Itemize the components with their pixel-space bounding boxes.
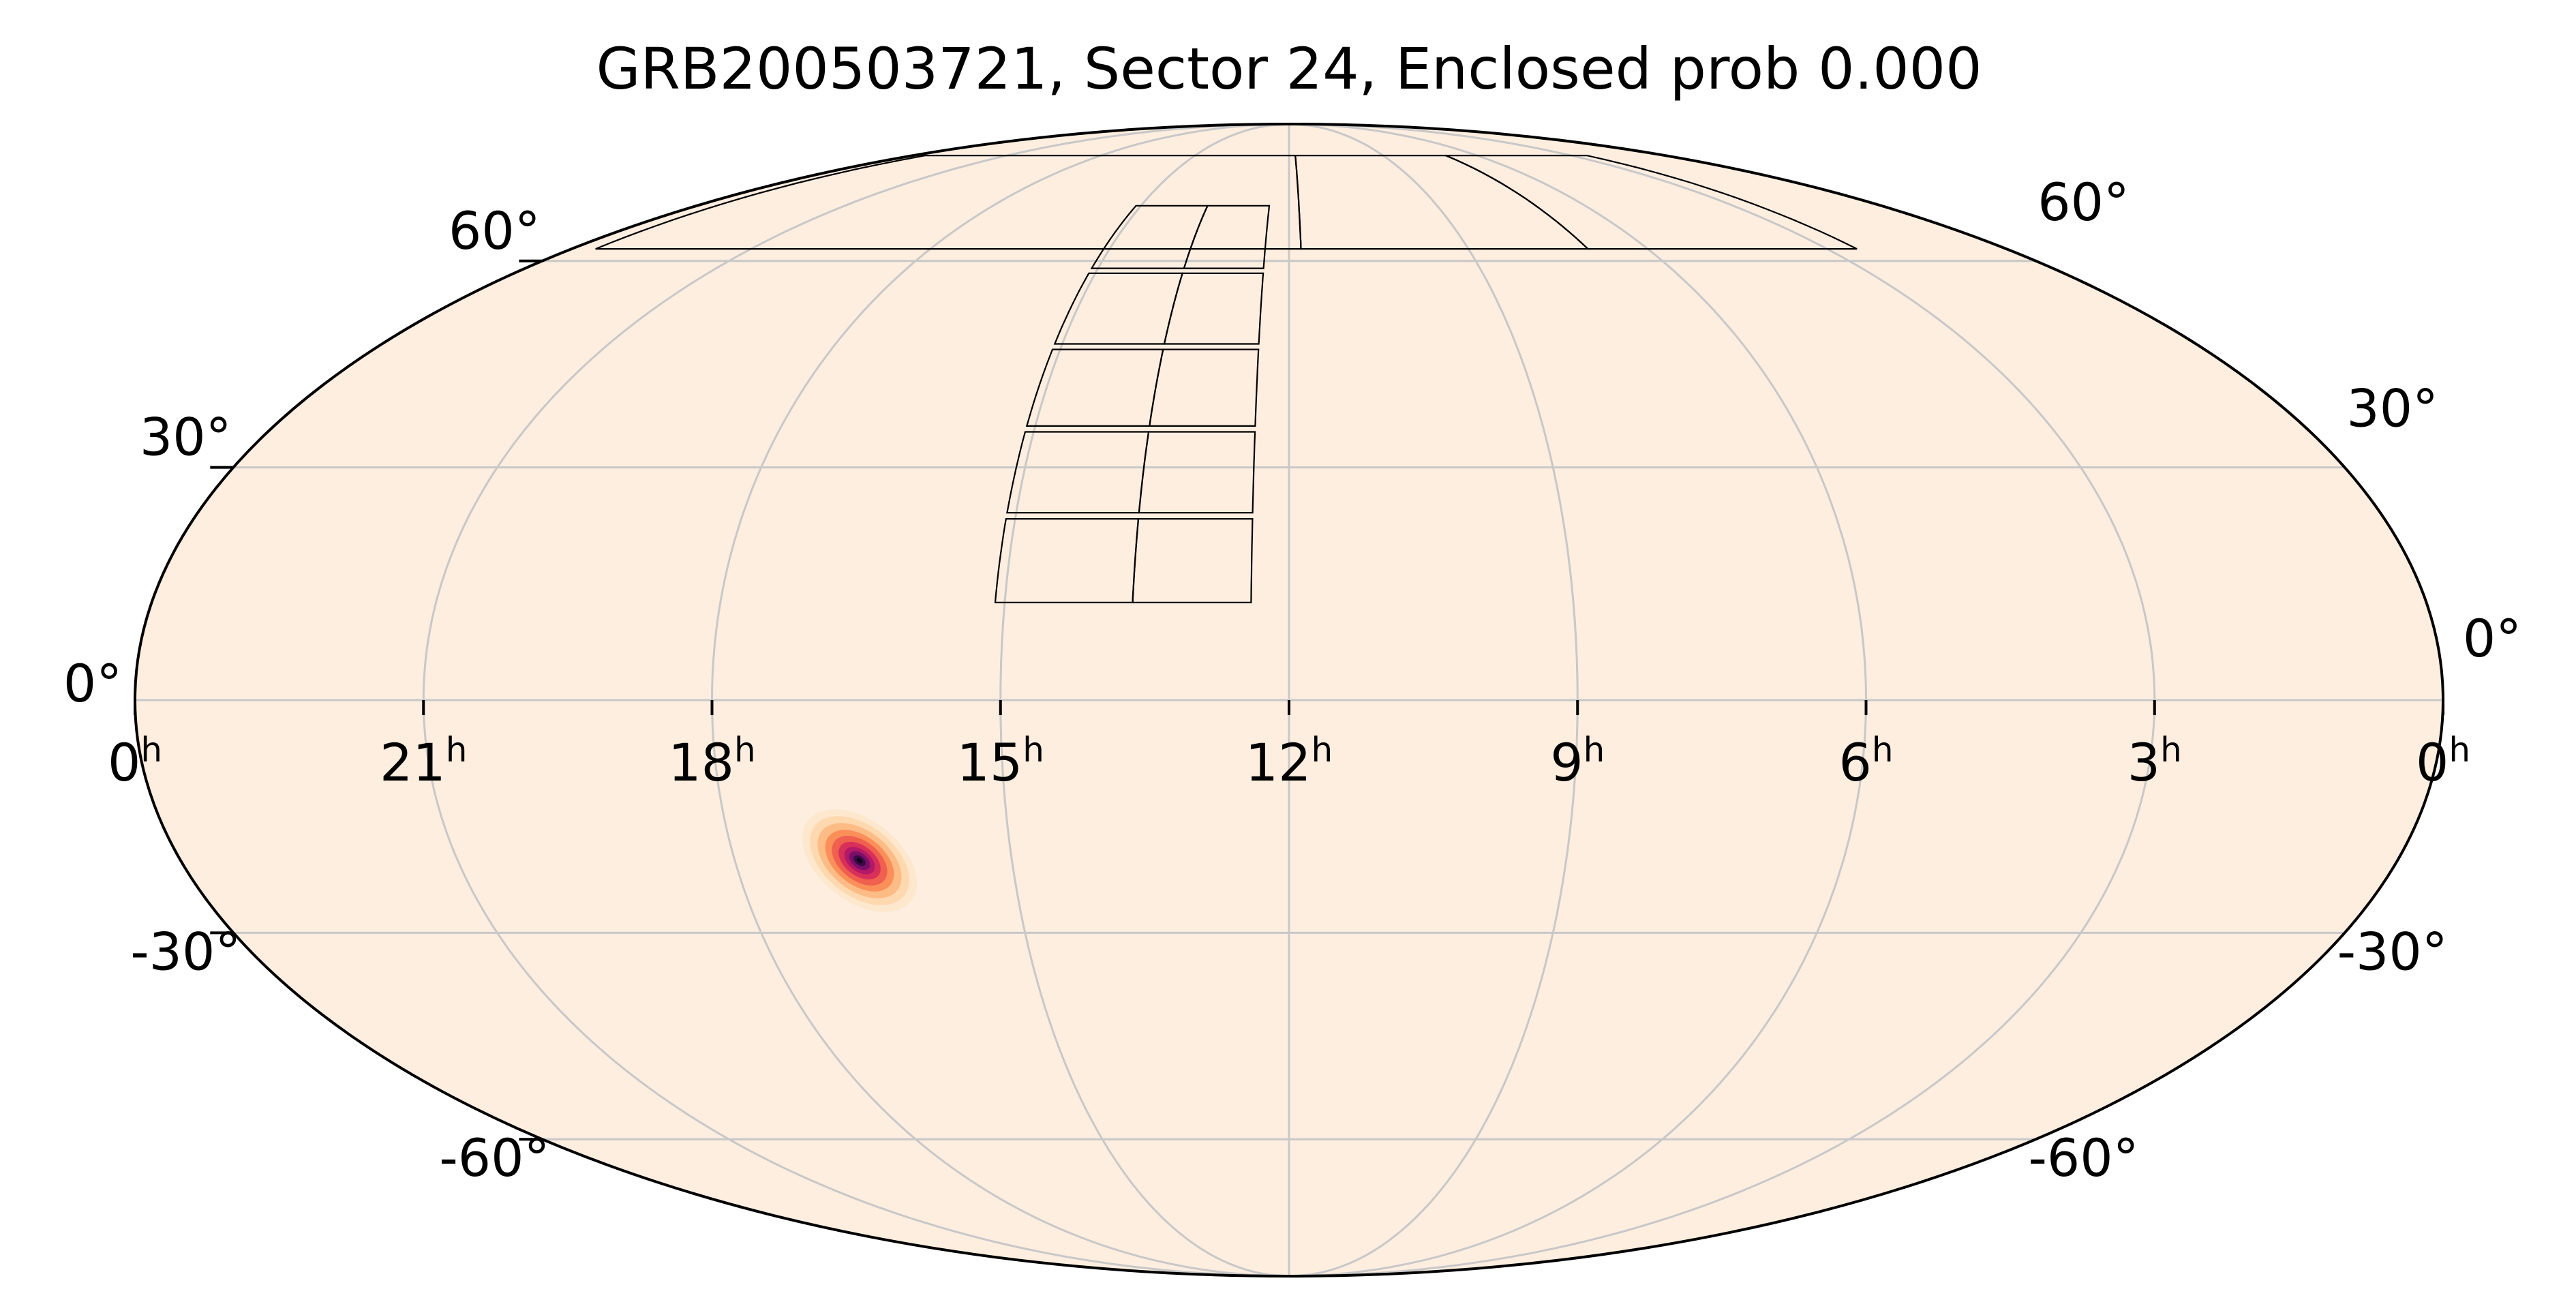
- dec-tick-label-right: 0°: [2463, 608, 2521, 669]
- dec-tick-label-left: 30°: [140, 407, 232, 468]
- ccd-outline: [1163, 272, 1264, 345]
- ccd-outline: [1132, 518, 1254, 603]
- ccd-outline: [1138, 431, 1256, 514]
- ra-tick-label: 0h: [2416, 730, 2470, 793]
- dec-tick-label-left: -30°: [130, 921, 241, 982]
- probability-heatmap: [802, 809, 918, 912]
- dec-tick-label-right: -60°: [2029, 1128, 2139, 1188]
- chart-title: GRB200503721, Sector 24, Enclosed prob 0…: [596, 35, 1982, 102]
- dec-tick-label-right: 60°: [2037, 172, 2130, 232]
- ccd-outline: [1183, 205, 1271, 269]
- sector-footprint: [595, 155, 1858, 603]
- dec-tick-label-left: 60°: [449, 200, 541, 261]
- axis-ticks: [134, 259, 2444, 1141]
- ccd-outline: [1149, 348, 1260, 427]
- dec-tick-label-right: -30°: [2337, 921, 2448, 982]
- ra-tick-label: 3h: [2127, 730, 2182, 793]
- dec-tick-label-left: -60°: [439, 1128, 549, 1188]
- ccd-outline: [1445, 155, 1858, 250]
- dec-tick-label-left: 0°: [63, 653, 122, 714]
- dec-tick-label-right: 30°: [2346, 378, 2438, 439]
- ra-tick-label: 12h: [1245, 730, 1333, 793]
- probability-contour: [856, 858, 863, 864]
